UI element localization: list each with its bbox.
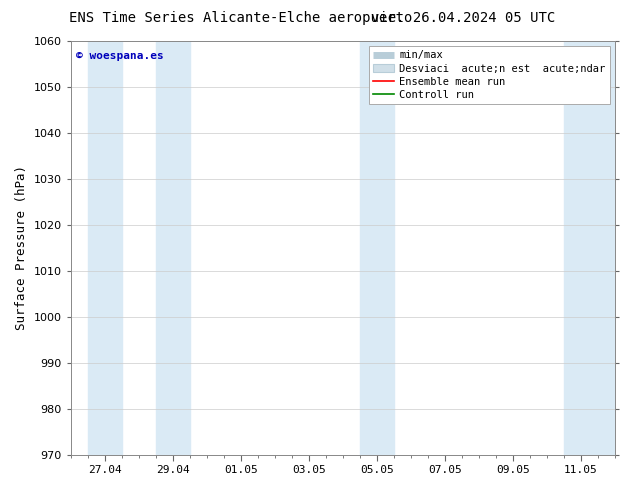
Bar (87, 41, 122, 455)
Text: vie. 26.04.2024 05 UTC: vie. 26.04.2024 05 UTC (371, 11, 555, 25)
Bar (156, 41, 190, 455)
Y-axis label: Surface Pressure (hPa): Surface Pressure (hPa) (15, 165, 28, 330)
Legend: min/max, Desviaci  acute;n est  acute;ndar, Ensemble mean run, Controll run: min/max, Desviaci acute;n est acute;ndar… (369, 46, 610, 104)
Bar (359, 41, 394, 455)
Bar (564, 41, 615, 455)
Text: © woespana.es: © woespana.es (76, 51, 164, 61)
Text: ENS Time Series Alicante-Elche aeropuerto: ENS Time Series Alicante-Elche aeropuert… (69, 11, 413, 25)
